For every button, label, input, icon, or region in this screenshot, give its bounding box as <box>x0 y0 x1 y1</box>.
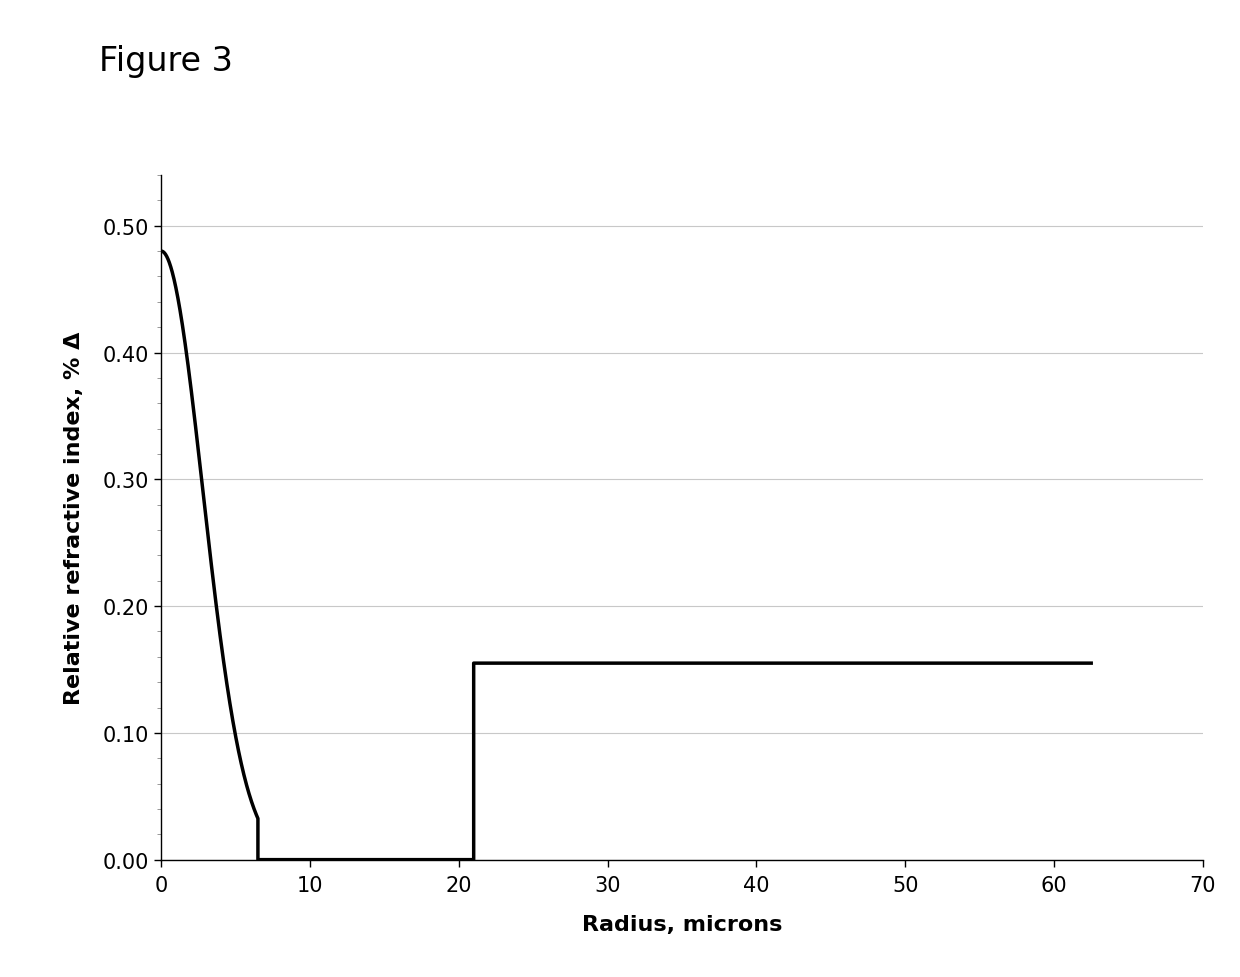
X-axis label: Radius, microns: Radius, microns <box>582 914 782 934</box>
Text: Figure 3: Figure 3 <box>99 45 233 78</box>
Y-axis label: Relative refractive index, % Δ: Relative refractive index, % Δ <box>63 331 83 704</box>
